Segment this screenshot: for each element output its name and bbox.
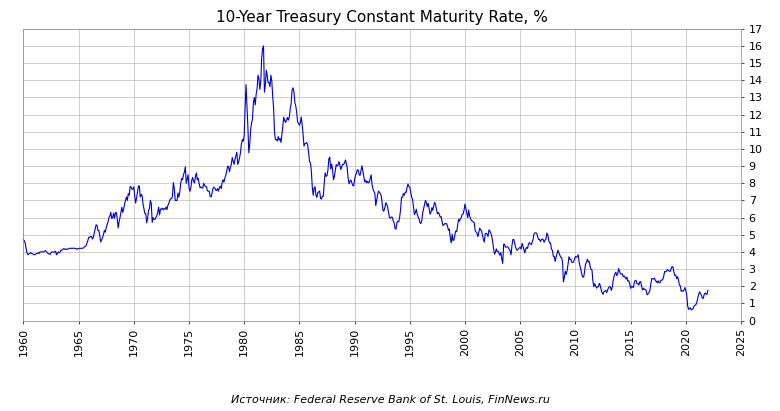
Text: Источник: Federal Reserve Bank of St. Louis, FinNews.ru: Источник: Federal Reserve Bank of St. Lo… [231, 395, 549, 405]
Title: 10-Year Treasury Constant Maturity Rate, %: 10-Year Treasury Constant Maturity Rate,… [216, 10, 548, 25]
